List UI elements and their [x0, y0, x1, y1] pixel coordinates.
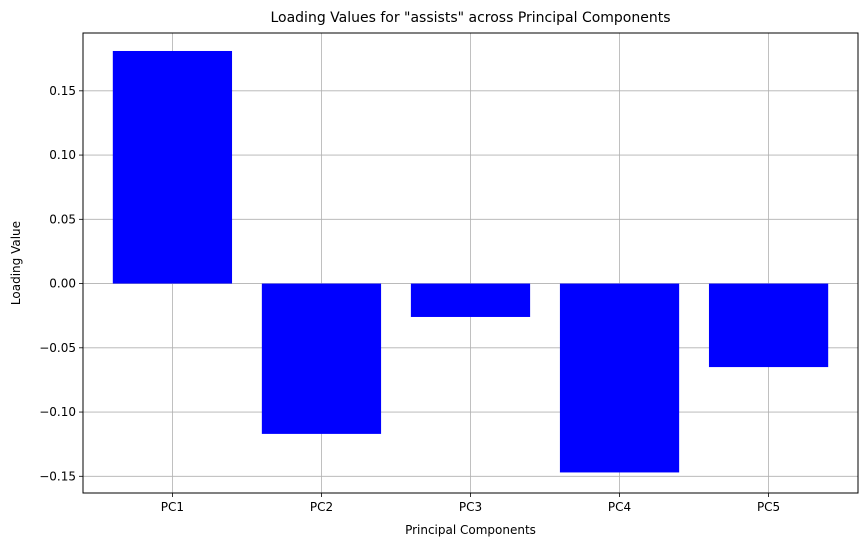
y-tick-label: 0.10 — [49, 148, 76, 162]
bars — [112, 50, 829, 473]
chart-title: Loading Values for "assists" across Prin… — [270, 10, 670, 26]
x-tick-label: PC3 — [459, 500, 482, 514]
bar-pc4 — [559, 283, 680, 473]
y-tick-label: −0.05 — [39, 341, 76, 355]
bar-pc5 — [708, 283, 829, 368]
x-tick-label: PC4 — [608, 500, 631, 514]
x-tick-label: PC5 — [757, 500, 780, 514]
y-tick-label: 0.00 — [49, 277, 76, 291]
bar-pc2 — [261, 283, 382, 434]
y-tick-label: −0.10 — [39, 405, 76, 419]
y-tick-label: 0.05 — [49, 212, 76, 226]
bar-pc3 — [410, 283, 531, 317]
axis-ticks: −0.15 −0.10 −0.05 0.00 0.05 0.10 0.15 PC1 PC2 PC3… — [39, 84, 780, 514]
x-tick-label: PC2 — [310, 500, 333, 514]
y-tick-label: −0.15 — [39, 469, 76, 483]
y-tick-label: 0.15 — [49, 84, 76, 98]
bar-pc1 — [112, 50, 233, 284]
x-axis-label: Principal Components — [405, 523, 536, 537]
y-axis-label: Loading Value — [9, 221, 23, 305]
x-tick-label: PC1 — [161, 500, 184, 514]
